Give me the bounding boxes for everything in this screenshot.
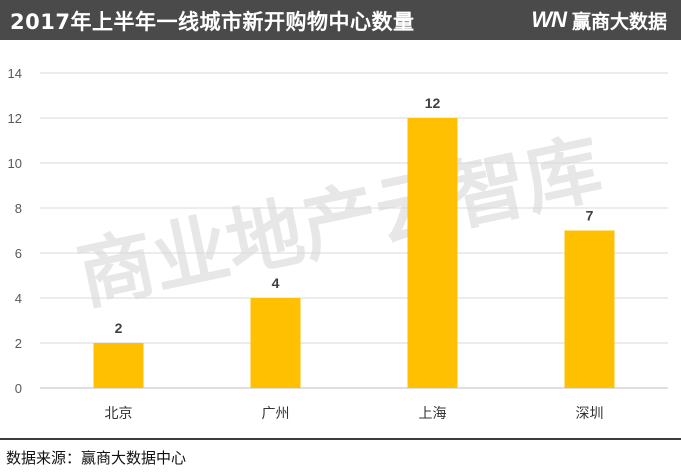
bar-1 [250, 298, 301, 388]
brand-name: 赢商大数据 [571, 10, 667, 33]
bar-2 [407, 118, 458, 388]
y-tick-label: 10 [8, 156, 22, 171]
y-tick-label: 14 [8, 66, 22, 81]
bar-chart: 商业地产云智库 0 2 4 6 8 10 12 14 2 北京 4 广州 12 上海 7 深圳 [8, 66, 668, 422]
y-tick-label: 12 [8, 111, 22, 126]
y-tick-label: 0 [15, 381, 22, 396]
y-tick-label: 4 [15, 291, 22, 306]
data-label: 12 [425, 95, 441, 111]
brand-logo: WN 赢商大数据 [531, 5, 667, 35]
bar-0 [93, 343, 144, 388]
y-tick-label: 2 [15, 336, 22, 351]
x-tick-label: 广州 [262, 406, 290, 422]
x-tick-label: 深圳 [576, 406, 604, 422]
data-label: 2 [115, 320, 123, 336]
data-label: 4 [272, 275, 280, 291]
y-tick-label: 8 [15, 201, 22, 216]
title-bar: 2017年上半年一线城市新开购物中心数量 WN 赢商大数据 [0, 0, 681, 40]
source-note: 数据来源：赢商大数据中心 [6, 449, 187, 467]
y-tick-label: 6 [15, 246, 22, 261]
bar-layer [93, 118, 615, 388]
grid-layer [40, 72, 668, 389]
watermark: 商业地产云智库 [70, 123, 609, 321]
label-layer: 0 2 4 6 8 10 12 14 2 北京 4 广州 12 上海 7 深圳 [8, 66, 604, 422]
data-label: 7 [586, 208, 594, 224]
brand-mark: WN [531, 7, 567, 32]
chart-title: 2017年上半年一线城市新开购物中心数量 [10, 10, 415, 34]
x-tick-label: 北京 [105, 406, 133, 422]
x-tick-label: 上海 [419, 406, 447, 422]
footer: 数据来源：赢商大数据中心 [0, 438, 681, 473]
bar-3 [564, 230, 615, 388]
